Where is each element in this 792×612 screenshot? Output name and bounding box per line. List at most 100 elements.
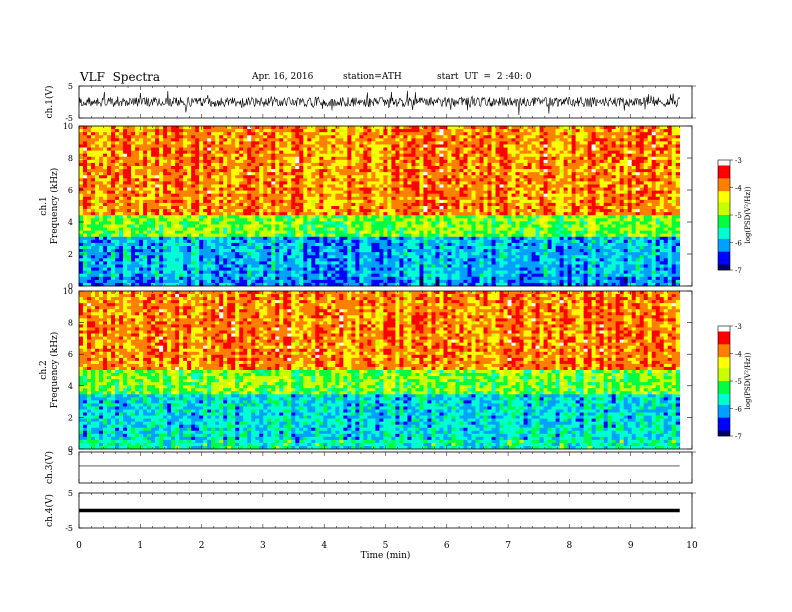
spectrogram-cell [351,169,356,173]
spectrogram-cell [147,135,152,139]
spectrogram-cell [279,132,284,136]
spectrogram-cell [279,126,284,130]
spectrogram-cell [583,190,588,194]
spectrogram-cell [315,129,320,133]
spectrogram-cell [503,141,508,145]
spectrogram-cell [211,202,216,207]
spectrogram-cell [495,162,500,167]
spectrogram-cell [583,159,588,164]
spectrogram-cell [527,202,532,207]
spectrogram-cell [487,212,492,216]
spectrogram-cell [627,144,632,148]
spectrogram-cell [135,196,140,201]
spectrogram-cell [551,147,556,151]
spectrogram-cell [607,141,612,145]
spectrogram-cell [187,218,192,222]
spectrogram-cell [367,187,372,191]
spectrogram-cell [147,172,152,176]
spectrogram-cell [523,209,528,213]
spectrogram-cell [91,166,96,170]
spectrogram-cell [183,150,188,154]
spectrogram-cell [627,218,632,222]
spectrogram-cell [271,159,276,164]
spectrogram-cell [667,159,673,164]
spectrogram-cell [223,221,228,225]
spectrogram-cell [599,190,604,194]
spectrogram-cell [195,206,200,210]
spectrogram-cell [127,135,132,139]
spectrogram-cell [655,172,661,176]
spectrogram-cell [223,126,228,130]
spectrogram-cell [115,193,120,198]
spectrogram-cell [291,132,296,136]
spectrogram-cell [119,178,124,182]
spectrogram-cell [175,212,180,216]
spectrogram-cell [215,159,220,164]
spectrogram-cell [615,141,620,145]
spectrogram-cell [283,172,288,176]
spectrogram-cell [415,129,420,133]
spectrogram-cell [251,178,256,182]
spectrogram-cell [327,196,332,201]
spectrogram-cell [423,199,428,204]
spectrogram-cell [639,202,644,207]
spectrogram-cell [579,196,584,201]
spectrogram-cell [651,169,657,173]
spectrogram-cell [207,172,212,176]
spectrogram-cell [151,147,156,151]
spectrogram-cell [423,159,428,164]
spectrogram-cell [371,224,376,228]
spectrogram-cell [299,215,304,219]
spectrogram-cell [379,212,384,216]
spectrogram-cell [363,199,368,204]
spectrogram-cell [503,132,508,136]
spectrogram-cell [555,187,560,191]
spectrogram-cell [495,138,500,142]
spectrogram-cell [207,166,212,170]
spectrogram-cell [383,199,388,204]
spectrogram-cell [91,150,96,154]
spectrogram-cell [351,162,356,167]
spectrogram-cell [191,132,196,136]
spectrogram-cell [311,187,316,191]
spectrogram-cell [527,215,532,219]
spectrogram-cell [407,206,412,210]
spectrogram-cell [395,199,400,204]
spectrogram-cell [595,215,600,219]
spectrogram-cell [363,147,368,151]
spectrogram-cell [255,156,260,161]
spectrogram-cell [611,175,616,179]
spectrogram-cell [383,129,388,133]
spectrogram-cell [519,193,524,198]
spectrogram-cell [335,132,340,136]
spectrogram-cell [247,153,252,158]
spectrogram-cell [299,221,304,225]
spectrogram-cell [315,215,320,219]
spectrogram-cell [503,199,508,204]
spectrogram-cell [411,184,416,188]
spectrogram-cell [299,166,304,170]
spectrogram-cell [575,138,580,142]
spectrogram-cell [239,221,244,225]
spectrogram-cell [507,181,512,185]
spectrogram-cell [259,132,264,136]
spectrogram-cell [123,150,128,154]
spectrogram-cell [87,187,92,191]
spectrogram-cell [443,150,448,154]
spectrogram-cell [387,190,392,194]
spectrogram-cell [631,178,636,182]
spectrogram-cell [283,221,288,225]
spectrogram-cell [267,184,272,188]
spectrogram-cell [255,169,260,173]
spectrogram-cell [247,141,252,145]
spectrogram-cell [647,135,652,139]
spectrogram-cell [83,224,88,228]
spectrogram-cell [311,169,316,173]
spectrogram-cell [383,147,388,151]
spectrogram-cell [639,218,644,222]
spectrogram-cell [251,215,256,219]
spectrogram-cell [531,212,536,216]
spectrogram-cell [539,184,544,188]
spectrogram-cell [675,132,681,136]
spectrogram-cell [347,209,352,213]
